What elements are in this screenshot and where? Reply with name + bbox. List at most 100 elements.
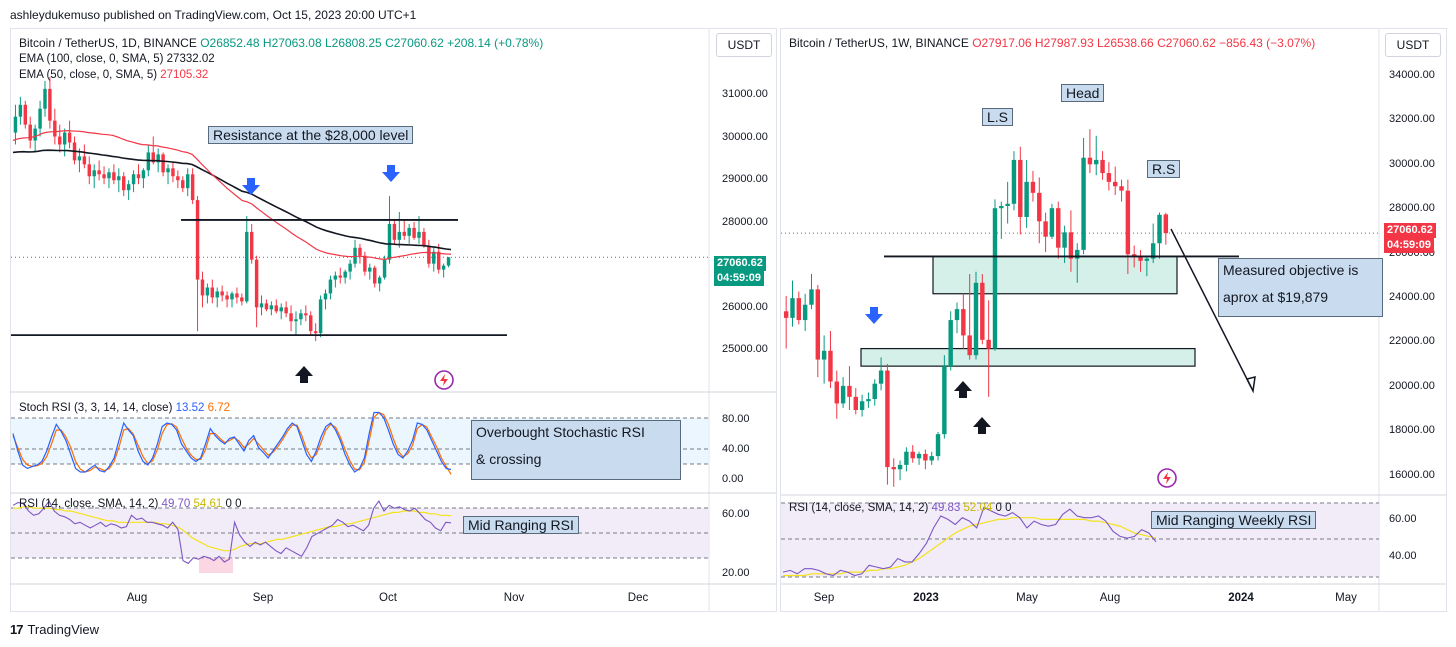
daily-candle-body — [387, 223, 392, 260]
weekly-low: L26538.66 — [1096, 36, 1154, 50]
weekly-price-tick: 34000.00 — [1389, 69, 1435, 81]
lightning-icon — [434, 370, 454, 390]
demand-zone-upper — [932, 255, 1178, 295]
weekly-candle-body — [942, 366, 947, 435]
daily-candle-body — [62, 132, 67, 145]
daily-price-tick: 28000.00 — [722, 216, 768, 228]
weekly-candle-body — [828, 350, 833, 382]
weekly-rsi-axis-tick: 40.00 — [1389, 550, 1417, 562]
weekly-time-tick: May — [1335, 592, 1357, 604]
weekly-time-tick: 2023 — [913, 592, 939, 604]
weekly-price-tick: 32000.00 — [1389, 113, 1435, 125]
daily-candle-body — [323, 293, 328, 300]
weekly-candle-body — [1087, 157, 1093, 165]
stoch-axis-tick: 40.00 — [722, 443, 750, 455]
daily-candle-body — [13, 116, 18, 133]
daily-time-tick: Dec — [627, 592, 649, 604]
daily-time-tick: Nov — [503, 592, 525, 604]
daily-ohlc-legend: Bitcoin / TetherUS, 1D, BINANCE O26852.4… — [19, 36, 543, 50]
daily-candle-body — [309, 315, 313, 332]
weekly-candle-body — [980, 282, 985, 340]
weekly-candle-body — [1125, 190, 1131, 255]
weekly-price-tick: 22000.00 — [1389, 335, 1435, 347]
daily-candle-body — [205, 287, 210, 296]
daily-candle-body — [368, 267, 372, 272]
daily-candle-body — [87, 164, 92, 177]
weekly-chart-panel[interactable]: Bitcoin / TetherUS, 1W, BINANCE O27917.0… — [780, 28, 1447, 612]
lightning-icon — [1163, 472, 1171, 484]
daily-candle-body — [220, 291, 224, 296]
tradingview-brand: TradingView — [27, 622, 100, 637]
daily-candle-body — [107, 172, 111, 179]
daily-candle-body — [210, 287, 215, 298]
weekly-rsi-legend[interactable]: RSI (14, close, SMA, 14, 2) 49.83 52.04 … — [789, 502, 1012, 514]
daily-rsi-legend[interactable]: RSI (14, close, SMA, 14, 2) 49.70 54.61 … — [19, 498, 242, 510]
daily-price-tick: 26000.00 — [722, 301, 768, 313]
daily-rsi-band — [11, 508, 709, 558]
weekly-candle-body — [802, 304, 808, 321]
weekly-candle-body — [878, 370, 884, 384]
ema50-legend[interactable]: EMA (50, close, 0, SMA, 5) 27105.32 — [19, 69, 208, 81]
daily-candle-body — [235, 293, 239, 298]
weekly-candle-body — [954, 309, 960, 321]
daily-candle-body — [397, 231, 402, 240]
daily-time-tick: Sep — [252, 592, 274, 604]
daily-chart-canvas[interactable] — [11, 29, 776, 611]
daily-candle-body — [348, 263, 352, 272]
daily-rsi-label: RSI (14, close, SMA, 14, 2) — [19, 498, 159, 510]
weekly-rsi-ma-value: 52.04 — [963, 502, 993, 514]
ema100-line — [12, 149, 452, 251]
blue-down-arrow-icon — [242, 178, 260, 195]
daily-low: L26808.25 — [324, 36, 382, 50]
weekly-open: O27917.06 — [972, 36, 1032, 50]
weekly-candle-body — [840, 385, 846, 404]
weekly-candle-body — [967, 335, 972, 356]
daily-candle-body — [392, 223, 397, 240]
weekly-candle-body — [973, 282, 979, 356]
weekly-candle-body — [872, 383, 877, 400]
daily-candle-body — [131, 174, 136, 185]
daily-chart-panel[interactable]: Bitcoin / TetherUS, 1D, BINANCE O26852.4… — [10, 28, 777, 612]
weekly-candle-body — [1100, 159, 1105, 174]
daily-candle-body — [161, 154, 165, 173]
daily-candle-body — [313, 331, 318, 334]
daily-candle-body — [343, 271, 347, 278]
daily-high: H27063.08 — [262, 36, 322, 50]
weekly-chart-canvas[interactable] — [781, 29, 1446, 611]
weekly-time-tick: May — [1016, 592, 1038, 604]
daily-candle-body — [181, 180, 185, 189]
daily-rsi-ma-value: 54.61 — [193, 498, 223, 510]
daily-price-tick: 30000.00 — [722, 131, 768, 143]
daily-candle-body — [264, 303, 269, 310]
daily-rsi-ma-line — [13, 506, 452, 552]
weekly-candle-body — [859, 401, 865, 411]
daily-candle-body — [146, 152, 151, 171]
weekly-candle-body — [1150, 243, 1156, 259]
weekly-candle-body — [1144, 258, 1150, 261]
weekly-candle-body — [1030, 181, 1036, 193]
daily-candle-body — [402, 231, 406, 236]
stoch-legend[interactable]: Stoch RSI (3, 3, 14, 14, close) 13.52 6.… — [19, 402, 230, 414]
weekly-candle-body — [809, 289, 814, 305]
ema100-legend[interactable]: EMA (100, close, 0, SMA, 5) 27332.02 — [19, 53, 215, 65]
daily-currency-button[interactable]: USDT — [716, 33, 772, 57]
daily-candle-body — [274, 305, 279, 312]
tradingview-footer[interactable]: 17 TradingView — [10, 622, 99, 637]
weekly-price-tick: 24000.00 — [1389, 291, 1435, 303]
weekly-candle-body — [783, 311, 789, 318]
weekly-candle-body — [986, 339, 991, 349]
weekly-candle-body — [923, 453, 928, 461]
weekly-price-tick: 28000.00 — [1389, 202, 1435, 214]
daily-candle-body — [117, 176, 121, 181]
daily-candle-body — [190, 174, 195, 201]
weekly-candle-body — [1157, 214, 1162, 244]
stoch-k-line — [12, 411, 452, 473]
stoch-annotation-line2: & crossing — [476, 451, 542, 467]
weekly-rsi-extra: 0 0 — [995, 502, 1012, 514]
daily-change: +208.14 (+0.78%) — [447, 36, 544, 50]
weekly-candle-body — [1062, 232, 1067, 248]
daily-candle-body — [200, 279, 205, 296]
weekly-currency-button[interactable]: USDT — [1385, 33, 1441, 57]
weekly-last-price-label: 27060.62 — [1384, 223, 1436, 238]
daily-candle-body — [245, 231, 249, 302]
